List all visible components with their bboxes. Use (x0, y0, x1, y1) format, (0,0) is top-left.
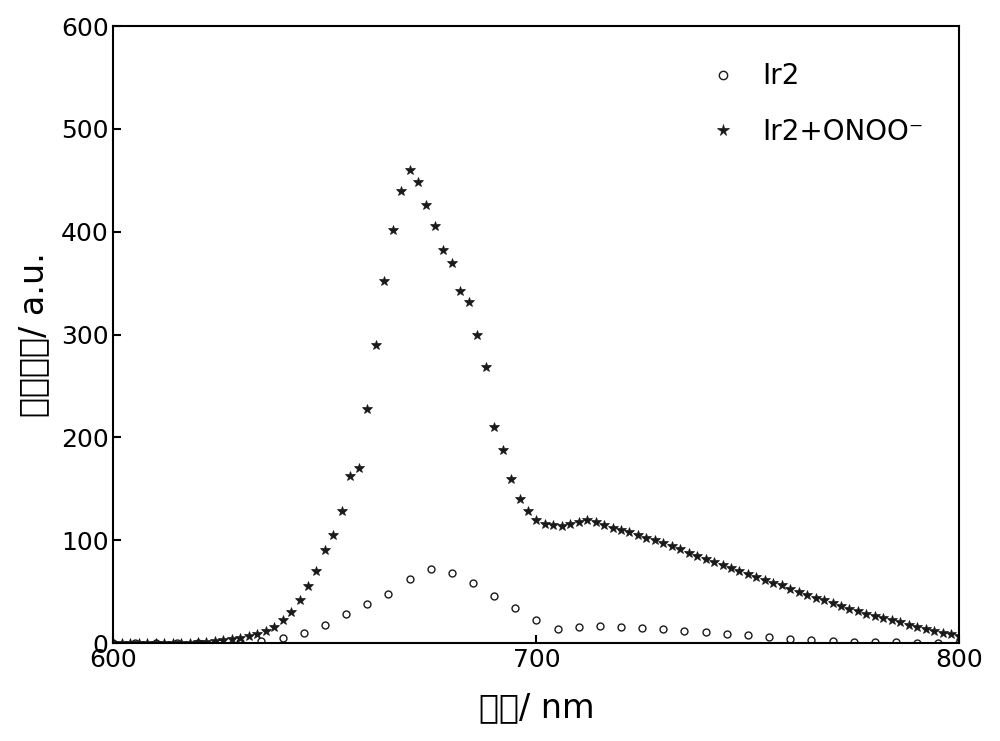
Ir2 (107, 639, 119, 648)
Ir2 (298, 628, 310, 637)
Ir2+ONOO⁻ (750, 573, 762, 582)
Ir2 (953, 639, 965, 648)
Ir2 (911, 639, 923, 648)
Ir2 (129, 639, 141, 648)
Ir2 (361, 599, 373, 608)
Ir2 (319, 620, 331, 629)
Ir2+ONOO⁻ (623, 528, 635, 536)
Ir2 (404, 575, 416, 584)
Ir2 (277, 634, 289, 642)
Ir2 (700, 628, 712, 637)
Legend: Ir2, Ir2+ONOO⁻: Ir2, Ir2+ONOO⁻ (684, 40, 946, 168)
Line: Ir2: Ir2 (110, 565, 963, 646)
Ir2 (552, 624, 564, 633)
Ir2 (615, 622, 627, 631)
Ir2 (467, 579, 479, 588)
Ir2 (848, 637, 860, 646)
Ir2 (763, 632, 775, 641)
Ir2 (171, 639, 183, 648)
Ir2 (192, 639, 204, 648)
Ir2 (932, 639, 944, 648)
Ir2 (869, 637, 881, 646)
Line: Ir2+ONOO⁻: Ir2+ONOO⁻ (109, 165, 964, 648)
Ir2 (678, 626, 690, 635)
Ir2+ONOO⁻ (505, 474, 517, 483)
Ir2 (657, 624, 669, 633)
Ir2 (890, 637, 902, 646)
Ir2+ONOO⁻ (404, 166, 416, 175)
Ir2 (213, 639, 225, 648)
Ir2 (594, 621, 606, 630)
Ir2 (234, 637, 246, 646)
Ir2 (636, 623, 648, 632)
Ir2 (340, 610, 352, 619)
Ir2 (150, 639, 162, 648)
Ir2 (827, 637, 839, 645)
Ir2+ONOO⁻ (167, 639, 179, 648)
Ir2+ONOO⁻ (708, 557, 720, 566)
Ir2 (530, 616, 542, 625)
X-axis label: 波长/ nm: 波长/ nm (479, 691, 594, 725)
Ir2 (446, 568, 458, 577)
Ir2 (742, 631, 754, 639)
Ir2 (425, 565, 437, 574)
Ir2 (573, 622, 585, 631)
Ir2 (509, 604, 521, 613)
Ir2 (488, 591, 500, 600)
Ir2+ONOO⁻ (319, 546, 331, 555)
Ir2 (784, 634, 796, 643)
Ir2+ONOO⁻ (107, 639, 119, 648)
Ir2 (382, 589, 394, 598)
Ir2 (255, 637, 267, 645)
Ir2 (805, 636, 817, 645)
Y-axis label: 磷光强度/ a.u.: 磷光强度/ a.u. (17, 252, 50, 417)
Ir2+ONOO⁻ (953, 631, 965, 640)
Ir2 (721, 629, 733, 638)
